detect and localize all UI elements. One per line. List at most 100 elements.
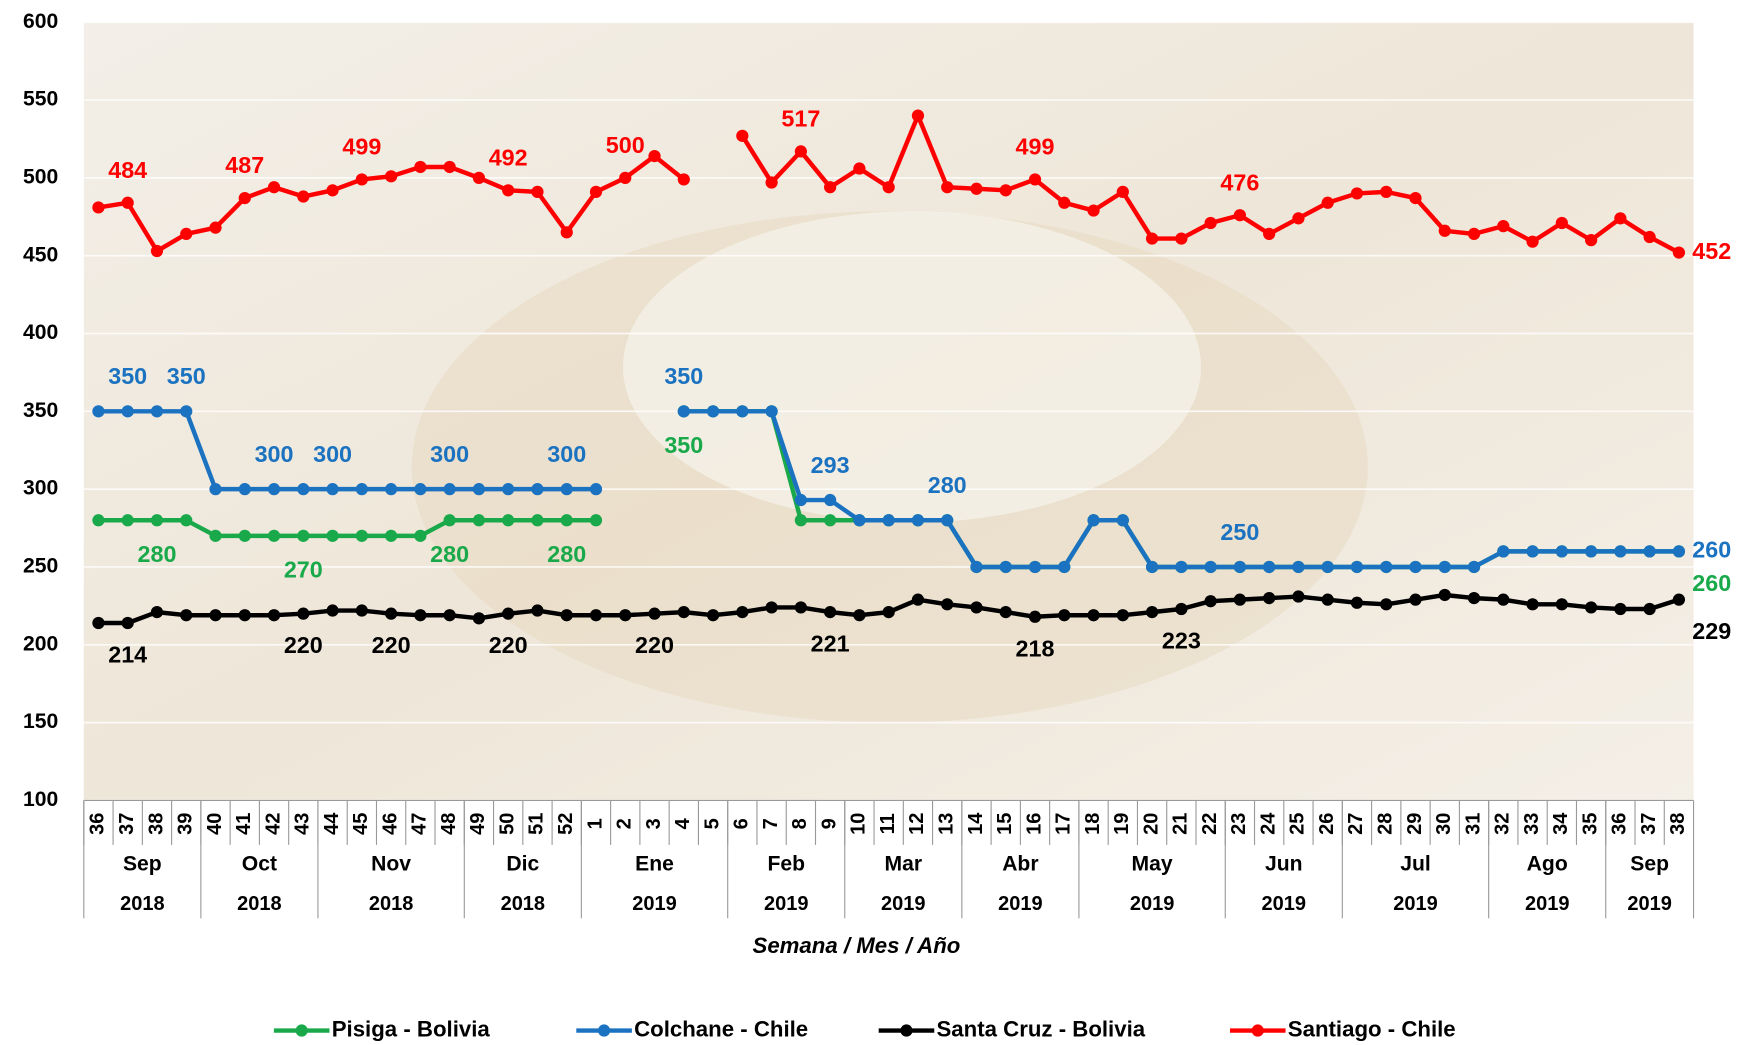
- series-point: [356, 530, 368, 542]
- series-point: [1585, 234, 1597, 246]
- series-point: [1673, 246, 1685, 258]
- x-tick-label: 7: [760, 818, 782, 829]
- series-point: [444, 514, 456, 526]
- series-point: [1000, 561, 1012, 573]
- data-label: 250: [1220, 519, 1259, 545]
- x-tick-label: 29: [1404, 813, 1426, 835]
- x-tick-label: 2: [614, 818, 636, 829]
- series-point: [1409, 561, 1421, 573]
- series-point: [1380, 598, 1392, 610]
- x-tick-label: 46: [379, 813, 401, 835]
- series-point: [122, 197, 134, 209]
- series-point: [678, 606, 690, 618]
- series-point: [1292, 212, 1304, 224]
- series-point: [239, 530, 251, 542]
- month-label: Ene: [635, 852, 674, 875]
- series-point: [1468, 228, 1480, 240]
- x-tick-label: 11: [877, 813, 899, 834]
- series-point: [1146, 232, 1158, 244]
- year-label: 2018: [120, 893, 165, 915]
- series-point: [590, 514, 602, 526]
- month-label: Abr: [1002, 852, 1038, 875]
- series-point: [151, 245, 163, 257]
- series-point: [122, 405, 134, 417]
- series-point: [356, 604, 368, 616]
- y-tick-label: 500: [23, 165, 58, 188]
- x-tick-label: 36: [87, 813, 109, 835]
- series-point: [853, 609, 865, 621]
- series-point: [824, 606, 836, 618]
- series-point: [1526, 545, 1538, 557]
- series-point: [941, 181, 953, 193]
- series-point: [502, 514, 514, 526]
- x-tick-label: 12: [906, 813, 928, 835]
- series-point: [707, 609, 719, 621]
- series-point: [239, 192, 251, 204]
- series-point: [561, 514, 573, 526]
- data-label: 499: [342, 133, 381, 159]
- series-point: [1322, 594, 1334, 606]
- series-point: [1117, 514, 1129, 526]
- data-label: 492: [489, 144, 528, 170]
- data-label: 270: [284, 557, 323, 583]
- series-point: [1556, 217, 1568, 229]
- series-point: [970, 183, 982, 195]
- x-tick-label: 49: [467, 813, 489, 835]
- series-point: [1497, 545, 1509, 557]
- year-label: 2019: [1627, 893, 1672, 915]
- data-label: 280: [547, 541, 586, 567]
- series-point: [326, 604, 338, 616]
- legend-label: Pisiga - Bolivia: [332, 1016, 491, 1041]
- data-label: 280: [430, 541, 469, 567]
- data-label: 350: [664, 363, 703, 389]
- x-tick-label: 5: [701, 818, 723, 829]
- x-tick-label: 18: [1082, 813, 1104, 835]
- x-tick-label: 47: [409, 813, 431, 835]
- series-point: [326, 483, 338, 495]
- series-point: [239, 609, 251, 621]
- series-point: [561, 609, 573, 621]
- series-point: [912, 594, 924, 606]
- series-point: [414, 609, 426, 621]
- series-point: [502, 608, 514, 620]
- year-label: 2019: [632, 893, 677, 915]
- series-point: [1087, 514, 1099, 526]
- series-point: [326, 530, 338, 542]
- series-point: [941, 598, 953, 610]
- series-point: [268, 530, 280, 542]
- series-point: [1614, 212, 1626, 224]
- data-label: 350: [108, 363, 147, 389]
- data-label: 499: [1016, 133, 1055, 159]
- legend-marker: [1252, 1024, 1264, 1036]
- series-point: [473, 172, 485, 184]
- series-point: [239, 483, 251, 495]
- series-point: [1351, 187, 1363, 199]
- legend-label: Santa Cruz - Bolivia: [936, 1016, 1145, 1041]
- series-point: [414, 483, 426, 495]
- series-point: [1409, 192, 1421, 204]
- series-point: [122, 617, 134, 629]
- data-label: 220: [284, 632, 323, 658]
- x-tick-label: 31: [1462, 813, 1484, 835]
- series-point: [1322, 561, 1334, 573]
- series-point: [209, 530, 221, 542]
- month-label: Mar: [885, 852, 923, 875]
- year-label: 2019: [1130, 893, 1175, 915]
- x-tick-label: 38: [145, 813, 167, 835]
- legend-marker: [598, 1024, 610, 1036]
- series-point: [678, 405, 690, 417]
- series-point: [209, 483, 221, 495]
- series-point: [970, 601, 982, 613]
- x-tick-label: 30: [1433, 813, 1455, 835]
- x-tick-label: 6: [731, 818, 753, 829]
- y-tick-label: 150: [23, 710, 58, 733]
- series-point: [970, 561, 982, 573]
- series-point: [941, 514, 953, 526]
- series-point: [385, 170, 397, 182]
- series-point: [736, 130, 748, 142]
- data-label: 220: [489, 632, 528, 658]
- x-tick-label: 21: [1170, 813, 1192, 835]
- data-label: 300: [547, 441, 586, 467]
- x-tick-label: 45: [350, 813, 372, 835]
- series-point: [1234, 594, 1246, 606]
